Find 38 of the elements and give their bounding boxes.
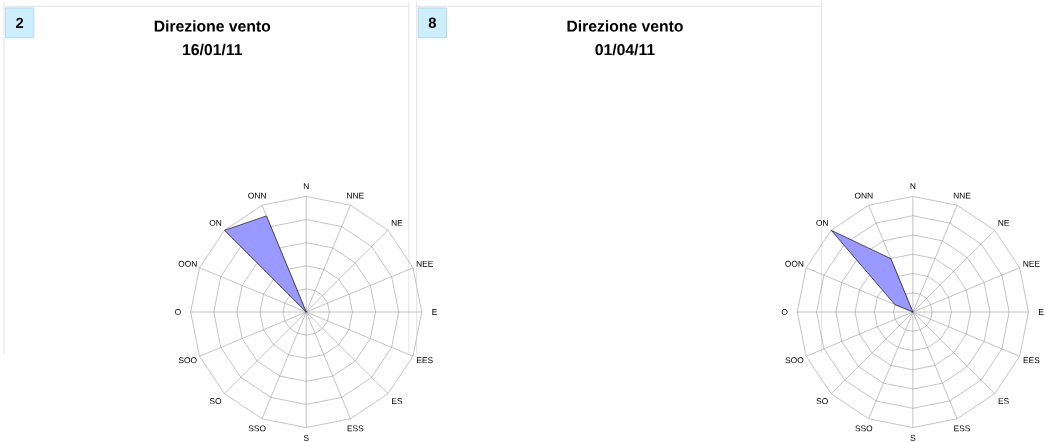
spoke-label: ONN	[248, 192, 266, 199]
spoke-label: ON	[209, 219, 222, 226]
spoke-label: E	[432, 309, 437, 315]
spoke-label: NEE	[416, 260, 433, 267]
spoke-label: S	[303, 435, 309, 441]
spoke-label: SOO	[785, 357, 804, 364]
spoke-label: ON	[816, 219, 828, 226]
text: Direzione vento	[567, 20, 683, 32]
spoke-label: SO	[209, 398, 222, 405]
spoke-label: E	[1039, 309, 1044, 315]
spoke-label: O	[175, 309, 181, 315]
text: 8	[428, 17, 436, 29]
spoke-label: NE	[391, 220, 403, 226]
spoke-label: NE	[998, 220, 1010, 226]
chart-subtitle: 16/01/11	[183, 43, 242, 56]
spoke-label: ESS	[347, 425, 364, 432]
spoke-label: SOO	[178, 357, 197, 364]
spoke-label: NEE	[1023, 260, 1040, 267]
spoke-label: S	[910, 435, 916, 441]
spoke-label: SSO	[855, 425, 873, 432]
spoke-label: OON	[178, 260, 197, 267]
spoke-label: NNE	[953, 192, 971, 199]
spoke-label: EES	[417, 357, 433, 364]
spoke-label: O	[781, 309, 788, 315]
spoke-label: ESS	[954, 425, 970, 432]
spoke-label: ES	[392, 398, 403, 405]
spoke-label: N	[910, 183, 916, 189]
spoke-label: SSO	[248, 425, 266, 432]
spoke-label: N	[303, 183, 309, 189]
spoke-label: OON	[785, 260, 804, 267]
text: 2	[16, 17, 24, 28]
spoke-label: ES	[998, 398, 1009, 405]
spoke-label: SO	[816, 398, 828, 405]
text: 01/04/11	[595, 43, 655, 56]
spoke-label: NNE	[347, 192, 364, 199]
spoke-label: ONN	[854, 192, 873, 199]
chart-title: Direzione vento	[154, 20, 271, 32]
spoke-label: EES	[1023, 357, 1040, 364]
